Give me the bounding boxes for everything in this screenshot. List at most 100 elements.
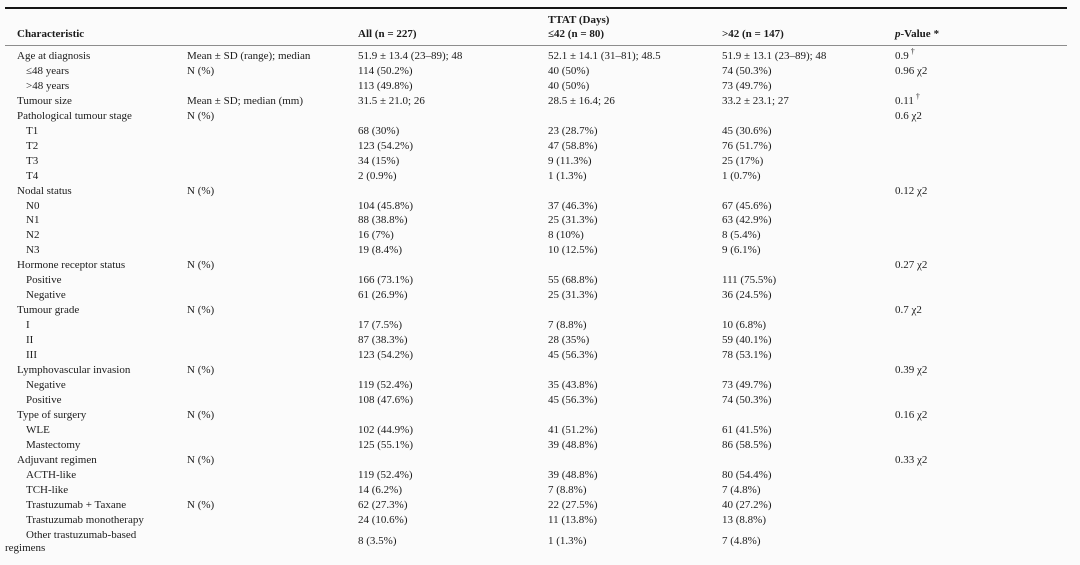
cell-characteristic: Other trastuzumab-based regimens <box>5 528 187 555</box>
cell-characteristic: Positive <box>26 274 62 287</box>
cell-le42: 45 (56.3%) <box>548 393 598 406</box>
col-header-p-value: p-Value * <box>895 27 1067 46</box>
cell-gt42: 45 (30.6%) <box>722 124 772 137</box>
cell-all: 166 (73.1%) <box>358 274 413 287</box>
column-header-row: Characteristic All (n = 227) ≤42 (n = 80… <box>5 27 1067 46</box>
cell-characteristic: >48 years <box>26 79 70 92</box>
cell-p-value <box>895 513 1067 528</box>
cell-all: 68 (30%) <box>358 124 400 137</box>
cell-stat-label: N (%) <box>187 304 215 317</box>
cell-all: 114 (50.2%) <box>358 64 413 77</box>
cell-all <box>358 453 548 468</box>
cell-le42: 45 (56.3%) <box>548 349 598 362</box>
table-row: Age at diagnosis Mean ± SD (range); media… <box>5 46 1067 64</box>
cell-gt42: 74 (50.3%) <box>722 64 772 77</box>
cell-all <box>358 109 548 124</box>
cell-le42 <box>548 258 722 273</box>
cell-characteristic: I <box>26 319 30 332</box>
cell-all: 17 (7.5%) <box>358 319 402 332</box>
cell-p-value: 0.6 χ2 <box>895 109 922 122</box>
table-row: Hormone receptor status N (%) 0.27 χ2 <box>5 258 1067 273</box>
cell-gt42: 67 (45.6%) <box>722 199 772 212</box>
cell-characteristic: Tumour size <box>17 94 72 107</box>
table-row: Other trastuzumab-based regimens 8 (3.5%) 1… <box>5 528 1067 555</box>
cell-characteristic: Pathological tumour stage <box>17 109 132 122</box>
cell-stat-label: N (%) <box>187 453 215 466</box>
cell-all: 104 (45.8%) <box>358 199 413 212</box>
cell-le42: 1 (1.3%) <box>548 534 587 547</box>
cell-stat-label <box>187 288 358 303</box>
cell-all: 31.5 ± 21.0; 26 <box>358 94 425 107</box>
cell-all: 62 (27.3%) <box>358 498 408 511</box>
table-row: T2 123 (54.2%) 47 (58.8%) 76 (51.7%) <box>5 139 1067 154</box>
table-body: Age at diagnosis Mean ± SD (range); media… <box>5 46 1067 555</box>
dagger-superscript: † <box>915 92 920 102</box>
cell-le42: 9 (11.3%) <box>548 154 592 167</box>
table-row: III 123 (54.2%) 45 (56.3%) 78 (53.1%) <box>5 348 1067 363</box>
cell-all: 123 (54.2%) <box>358 349 413 362</box>
p-value-asterisk: * <box>933 28 940 40</box>
cell-p-value: 0.96 χ2 <box>895 64 928 77</box>
cell-all: 119 (52.4%) <box>358 378 413 391</box>
cell-characteristic: T2 <box>26 139 39 152</box>
cell-stat-label <box>187 199 358 214</box>
cell-le42: 8 (10%) <box>548 229 584 242</box>
col-header-le42: ≤42 (n = 80) <box>548 27 722 46</box>
cell-le42: 40 (50%) <box>548 64 590 77</box>
cell-all: 108 (47.6%) <box>358 393 413 406</box>
cell-p-value <box>895 348 1067 363</box>
cell-characteristic: Age at diagnosis <box>17 50 91 62</box>
cell-p-value <box>895 318 1067 333</box>
cell-p-value: 0.39 χ2 <box>895 364 928 377</box>
cell-le42 <box>548 184 722 199</box>
col-header-characteristic: Characteristic <box>5 27 187 46</box>
col-header-stat <box>187 27 358 46</box>
table-row: Mastectomy 125 (55.1%) 39 (48.8%) 86 (58.5%… <box>5 438 1067 453</box>
cell-stat-label <box>187 243 358 258</box>
cell-all: 14 (6.2%) <box>358 483 402 496</box>
cell-gt42 <box>722 453 895 468</box>
cell-gt42: 61 (41.5%) <box>722 423 772 436</box>
col-header-all: All (n = 227) <box>358 27 548 46</box>
cell-stat-label <box>187 513 358 528</box>
cell-le42: 1 (1.3%) <box>548 169 587 182</box>
cell-all: 61 (26.9%) <box>358 289 408 302</box>
cell-stat-label <box>187 333 358 348</box>
cell-p-value <box>895 333 1067 348</box>
patient-characteristics-table: TTAT (Days) Characteristic All (n = 227)… <box>5 7 1067 555</box>
cell-le42 <box>548 109 722 124</box>
cell-all: 125 (55.1%) <box>358 438 413 451</box>
cell-characteristic: T3 <box>26 154 39 167</box>
cell-characteristic: Positive <box>26 393 62 406</box>
cell-all <box>358 303 548 318</box>
cell-gt42: 8 (5.4%) <box>722 229 761 242</box>
cell-stat-label <box>187 483 358 498</box>
cell-stat-label <box>187 468 358 483</box>
dagger-superscript: † <box>910 47 915 57</box>
cell-characteristic: T1 <box>26 124 39 137</box>
cell-all <box>358 408 548 423</box>
cell-p-value <box>895 423 1067 438</box>
cell-stat-label <box>187 273 358 288</box>
cell-gt42: 76 (51.7%) <box>722 139 772 152</box>
table-row: WLE 102 (44.9%) 41 (51.2%) 61 (41.5%) <box>5 423 1067 438</box>
table-row: II 87 (38.3%) 28 (35%) 59 (40.1%) <box>5 333 1067 348</box>
cell-le42 <box>548 453 722 468</box>
cell-characteristic: ≤48 years <box>26 64 69 77</box>
cell-gt42 <box>722 408 895 423</box>
cell-stat-label <box>187 438 358 453</box>
cell-characteristic: Mastectomy <box>26 438 81 451</box>
table-row: Tumour size Mean ± SD; median (mm) 31.5 ± … <box>5 92 1067 109</box>
cell-p-value: 0.33 χ2 <box>895 453 928 466</box>
spanner-row: TTAT (Days) <box>5 8 1067 27</box>
cell-stat-label <box>187 124 358 139</box>
table-row: N3 19 (8.4%) 10 (12.5%) 9 (6.1%) <box>5 243 1067 258</box>
table-row: Pathological tumour stage N (%) 0.6 χ2 <box>5 109 1067 124</box>
cell-p-value: 0.16 χ2 <box>895 408 928 421</box>
cell-gt42: 25 (17%) <box>722 154 764 167</box>
table-row: T1 68 (30%) 23 (28.7%) 45 (30.6%) <box>5 124 1067 139</box>
cell-characteristic: Trastuzumab + Taxane <box>26 498 127 511</box>
cell-le42: 52.1 ± 14.1 (31–81); 48.5 <box>548 50 661 62</box>
cell-all: 2 (0.9%) <box>358 169 397 182</box>
cell-stat-label <box>187 169 358 184</box>
